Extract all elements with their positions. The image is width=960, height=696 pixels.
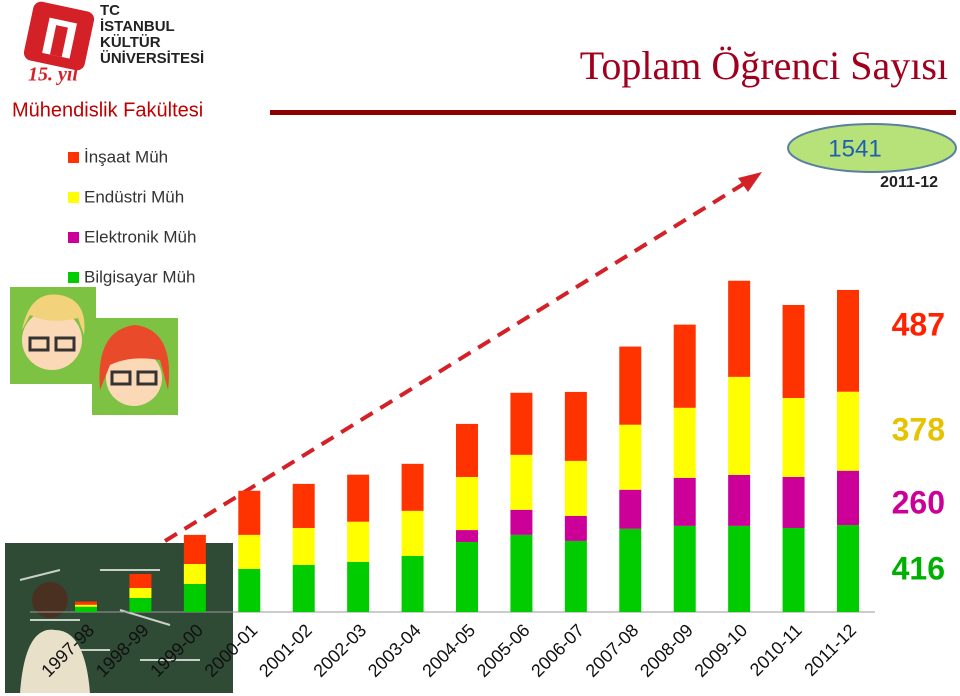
x-tick-label: 2010-11 [746, 620, 806, 680]
bar-segment [238, 568, 261, 612]
bar-segment [456, 476, 478, 531]
legend-swatch [68, 272, 79, 283]
total-category: 2011-12 [880, 174, 938, 191]
arrow-head [738, 172, 762, 192]
bar-segment [401, 510, 424, 556]
bar-segment [129, 587, 152, 598]
bar-segment [238, 490, 261, 535]
bar-segment [619, 346, 642, 425]
chart-title: Toplam Öğrenci Sayısı [580, 43, 948, 88]
bar-segment [510, 509, 533, 535]
x-tick-label: 2009-10 [690, 620, 751, 681]
bar-segment [292, 483, 315, 528]
bar-segment [129, 573, 152, 588]
bar-segment [837, 289, 859, 392]
total-label: 1541 [828, 135, 881, 162]
logo-text: İSTANBUL [100, 18, 175, 35]
x-tick-label: 2002-03 [309, 620, 370, 681]
legend-swatch [68, 192, 79, 203]
bar-segment [837, 525, 859, 612]
bar-segment [347, 521, 370, 562]
x-tick-label: 2011-12 [800, 620, 860, 680]
logo-badge: 15. yıl [28, 64, 78, 86]
x-tick-label: 2001-02 [255, 620, 316, 681]
bar-segment [129, 597, 152, 612]
bar-segment [673, 324, 696, 408]
bar-segment [782, 304, 805, 398]
legend-label: Endüstri Müh [84, 187, 184, 206]
bar-segment [183, 583, 206, 612]
bar-segment [510, 534, 533, 612]
bar-segment [75, 604, 97, 607]
bar-segment [728, 474, 751, 526]
bar-segment [238, 534, 261, 569]
bar-segment [728, 525, 751, 612]
subtitle: Mühendislik Fakültesi [12, 99, 203, 121]
bar-segment [292, 564, 315, 612]
x-tick-label: 2003-04 [364, 620, 425, 681]
logo-text: ÜNİVERSİTESİ [100, 50, 204, 67]
bar-segment [347, 561, 370, 612]
bar-segment [564, 515, 587, 541]
bar-segment [510, 454, 533, 510]
total-badge [787, 123, 957, 173]
bar-segment [183, 534, 206, 564]
bar-segment [673, 525, 696, 612]
bar-segment [183, 563, 206, 584]
bar-segment [456, 530, 478, 542]
legend-label: İnşaat Müh [84, 147, 168, 166]
bar-segment [564, 460, 587, 516]
bar-segment [837, 470, 859, 526]
legend-swatch [68, 152, 79, 163]
bar-segment [728, 376, 751, 475]
legend-label: Elektronik Müh [84, 227, 196, 246]
x-tick-label: 2005-06 [473, 620, 534, 681]
bar-segment [837, 391, 859, 471]
segment-label: 260 [892, 484, 945, 520]
logo-text: TC [100, 2, 120, 19]
bar-segment [347, 474, 370, 522]
segment-label: 378 [892, 411, 945, 447]
legend-swatch [68, 232, 79, 243]
bar-segment [619, 424, 642, 490]
x-tick-label: 2004-05 [418, 620, 479, 681]
bar-segment [75, 601, 97, 605]
bar-segment [401, 463, 424, 511]
bar-segment [564, 540, 587, 612]
logo-text: KÜLTÜR [100, 34, 161, 51]
bar-segment [456, 541, 478, 612]
bar-segment [292, 527, 315, 565]
logo: TC İSTANBUL KÜLTÜR ÜNİVERSİTESİ 15. yıl [23, 1, 204, 86]
illustration [10, 287, 178, 415]
bar-segment [673, 477, 696, 526]
bar-segment [782, 527, 805, 612]
bar-segment [782, 476, 805, 528]
bar-segment [75, 606, 97, 612]
bar-segment [456, 423, 478, 477]
legend-label: Bilgisayar Müh [84, 267, 196, 286]
segment-label: 416 [892, 550, 945, 586]
bar-segment [619, 528, 642, 612]
title-rule [270, 110, 956, 115]
bar-segment [782, 397, 805, 477]
segment-label: 487 [892, 306, 945, 342]
x-tick-label: 2006-07 [527, 620, 588, 681]
bar-segment [619, 489, 642, 529]
bar-segment [564, 391, 587, 461]
bar-segment [510, 392, 533, 455]
bar-segment [401, 555, 424, 612]
x-tick-label: 2007-08 [582, 620, 643, 681]
bar-segment [673, 407, 696, 478]
bar-segment [728, 280, 751, 377]
x-tick-label: 2008-09 [636, 620, 697, 681]
